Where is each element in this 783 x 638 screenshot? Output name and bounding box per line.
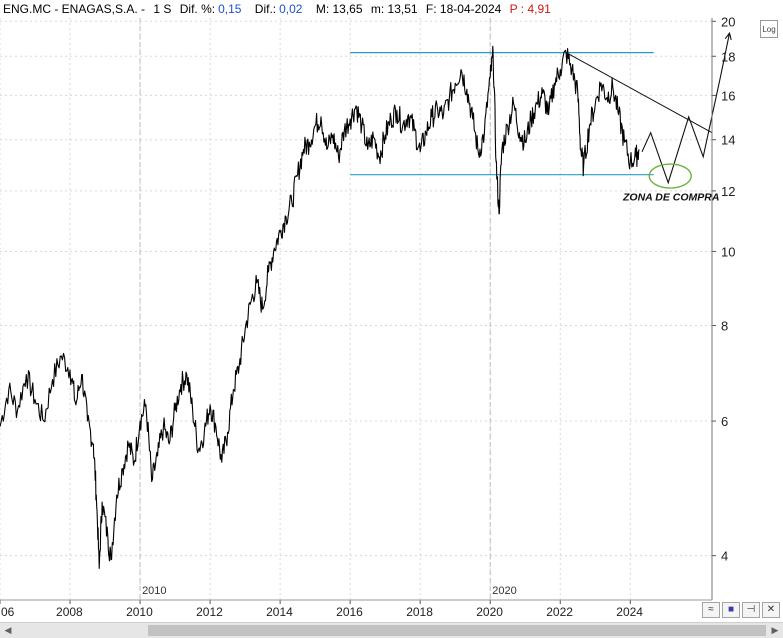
- price-series: [0, 45, 640, 569]
- scroll-right-icon[interactable]: ▶: [771, 625, 779, 635]
- y-tick-label: 20: [721, 14, 735, 29]
- x-tick-label: 2008: [56, 605, 83, 619]
- y-tick-label: 18: [721, 49, 735, 64]
- dif-caption: Dif.:: [254, 2, 277, 16]
- wave-tool-icon[interactable]: ≈: [702, 602, 720, 618]
- x-tick-label: 2022: [546, 605, 573, 619]
- y-tick-label: 4: [721, 549, 728, 564]
- timeframe-label: 1 S: [153, 2, 172, 16]
- y-tick-label: 16: [721, 88, 735, 103]
- max-label: M: 13,65: [315, 2, 363, 16]
- x-tick-label: 2012: [196, 605, 223, 619]
- y-tick-label: 12: [721, 184, 735, 199]
- dif-pct-caption: Dif. %:: [179, 2, 216, 16]
- annotations: ZONA DE COMPRA: [565, 31, 732, 203]
- scroll-left-icon[interactable]: ◀: [4, 625, 12, 635]
- quote-header: ENG.MC - ENAGAS,S.A. - 1 S Dif. %: 0,15 D…: [0, 0, 559, 18]
- ticker-label: ENG.MC - ENAGAS,S.A. -: [3, 2, 146, 16]
- close-icon[interactable]: ✕: [762, 602, 780, 618]
- horizontal-scrollbar[interactable]: ◀ ▶: [0, 622, 783, 638]
- p-label: P : 4,91: [509, 2, 551, 16]
- projection-arrowhead: [724, 31, 732, 41]
- y-tick-label: 14: [721, 133, 735, 148]
- period-marker-label: 2020: [492, 585, 516, 597]
- range-lines: [350, 52, 654, 176]
- min-label: m: 13,51: [370, 2, 418, 16]
- x-tick-label: 2018: [406, 605, 433, 619]
- dif-pct-label: Dif. %: 0,15: [180, 2, 247, 16]
- price-chart[interactable]: 2010 2020 ZONA DE COMPRA 468101214161820 …: [0, 0, 783, 622]
- x-tick-label: 2010: [126, 605, 153, 619]
- y-axis: 4 6 8 10 12 14 16 18 20: [711, 14, 735, 600]
- log-scale-button[interactable]: Log: [760, 20, 778, 38]
- x-tick-label: 2020: [476, 605, 503, 619]
- grid: [0, 18, 712, 600]
- save-icon[interactable]: ■: [722, 602, 740, 618]
- chart-tools: ≈ ■ ⊣ ✕: [702, 602, 780, 620]
- date-label: F: 18-04-2024: [425, 2, 502, 16]
- y-tick-label: 6: [721, 414, 728, 429]
- pin-icon[interactable]: ⊣: [742, 602, 760, 618]
- period-marker-label: 2010: [142, 585, 166, 597]
- projection-path: [641, 32, 731, 185]
- x-tick-label: 06: [1, 605, 15, 619]
- x-tick-label: 2024: [616, 605, 643, 619]
- y-tick-label: 8: [721, 319, 728, 334]
- scroll-thumb[interactable]: [148, 625, 766, 636]
- chart-area[interactable]: 2010 2020 ZONA DE COMPRA 4 6 8 10 12 14 16 18 20 …: [0, 0, 783, 622]
- y-tick-label: 10: [721, 244, 735, 259]
- x-tick-label: 2016: [336, 605, 363, 619]
- x-tick-label: 2014: [266, 605, 293, 619]
- x-axis: 06 2008 2010 2012 2014 2016 2018 2020 2022 2024: [0, 599, 712, 619]
- dif-value: 0,02: [279, 2, 303, 16]
- period-markers: 2010 2020: [139, 18, 517, 600]
- buy-zone-circle: [648, 163, 692, 189]
- price-line: [0, 45, 640, 569]
- buy-zone-label: ZONA DE COMPRA: [622, 191, 719, 203]
- dif-pct-value: 0,15: [218, 2, 242, 16]
- dif-label: Dif.: 0,02: [255, 2, 308, 16]
